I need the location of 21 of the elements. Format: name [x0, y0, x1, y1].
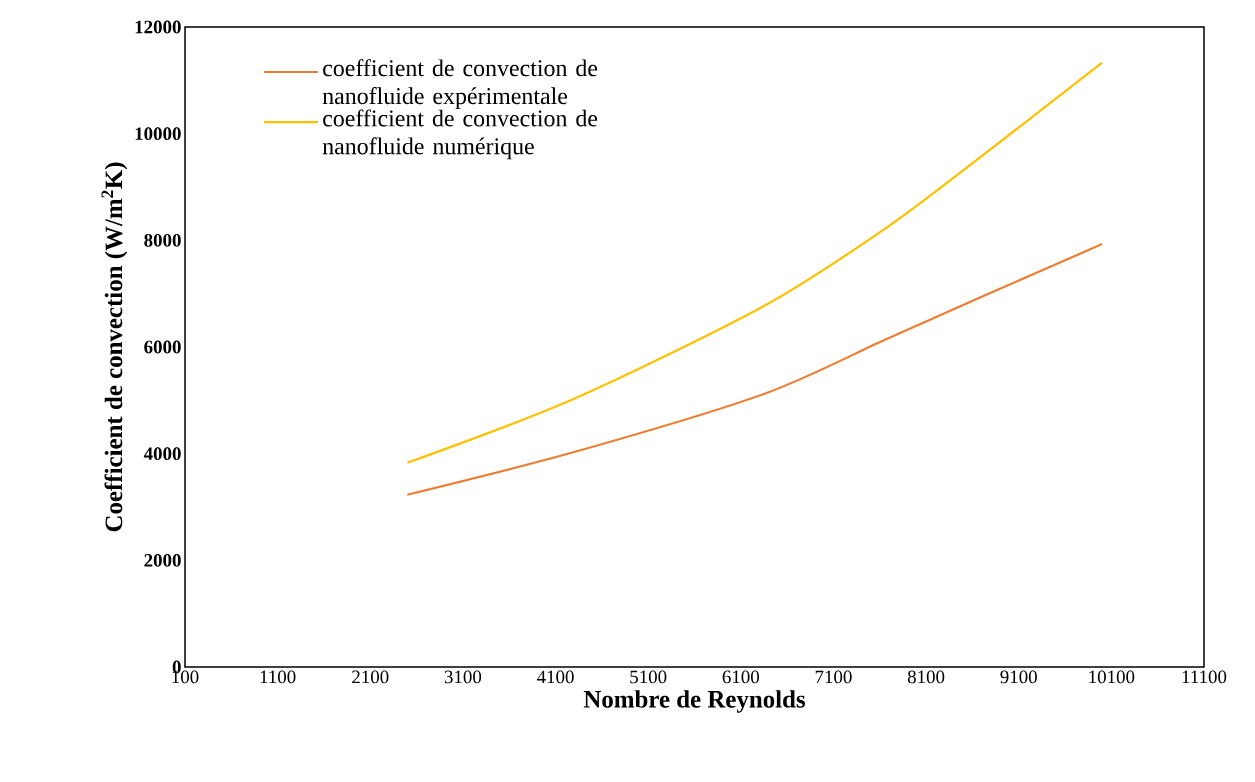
x-tick-label: 6100: [722, 670, 760, 684]
x-tick-label: 9100: [1000, 670, 1037, 684]
y-tick-label: 4000: [143, 447, 181, 461]
x-tick-label: 3100: [444, 670, 482, 684]
legend-label: coefficient de convection de nanofluide numérique: [322, 109, 598, 160]
x-tick-label: 11100: [1182, 670, 1227, 684]
x-tick-label: 8100: [907, 670, 945, 684]
x-tick-label: 10100: [1089, 670, 1135, 684]
y-tick-label: 10000: [135, 127, 181, 141]
x-tick-label: 4100: [536, 670, 574, 684]
x-tick-label: 1100: [260, 670, 296, 684]
y-axis-title: Coefficient de convection (W/m$^{2}$K): [101, 162, 128, 532]
y-tick-label: 6000: [144, 340, 181, 354]
x-tick-label: 2100: [352, 670, 389, 684]
x-tick-label: 7100: [815, 670, 852, 684]
y-tick-label: 8000: [144, 233, 181, 247]
y-tick-label: 12000: [135, 20, 181, 34]
line-series: [406, 242, 1104, 496]
x-tick-label: 5100: [630, 670, 667, 684]
x-axis-title: Nombre de Reynolds: [583, 690, 806, 713]
y-tick-label: 2000: [144, 553, 181, 567]
